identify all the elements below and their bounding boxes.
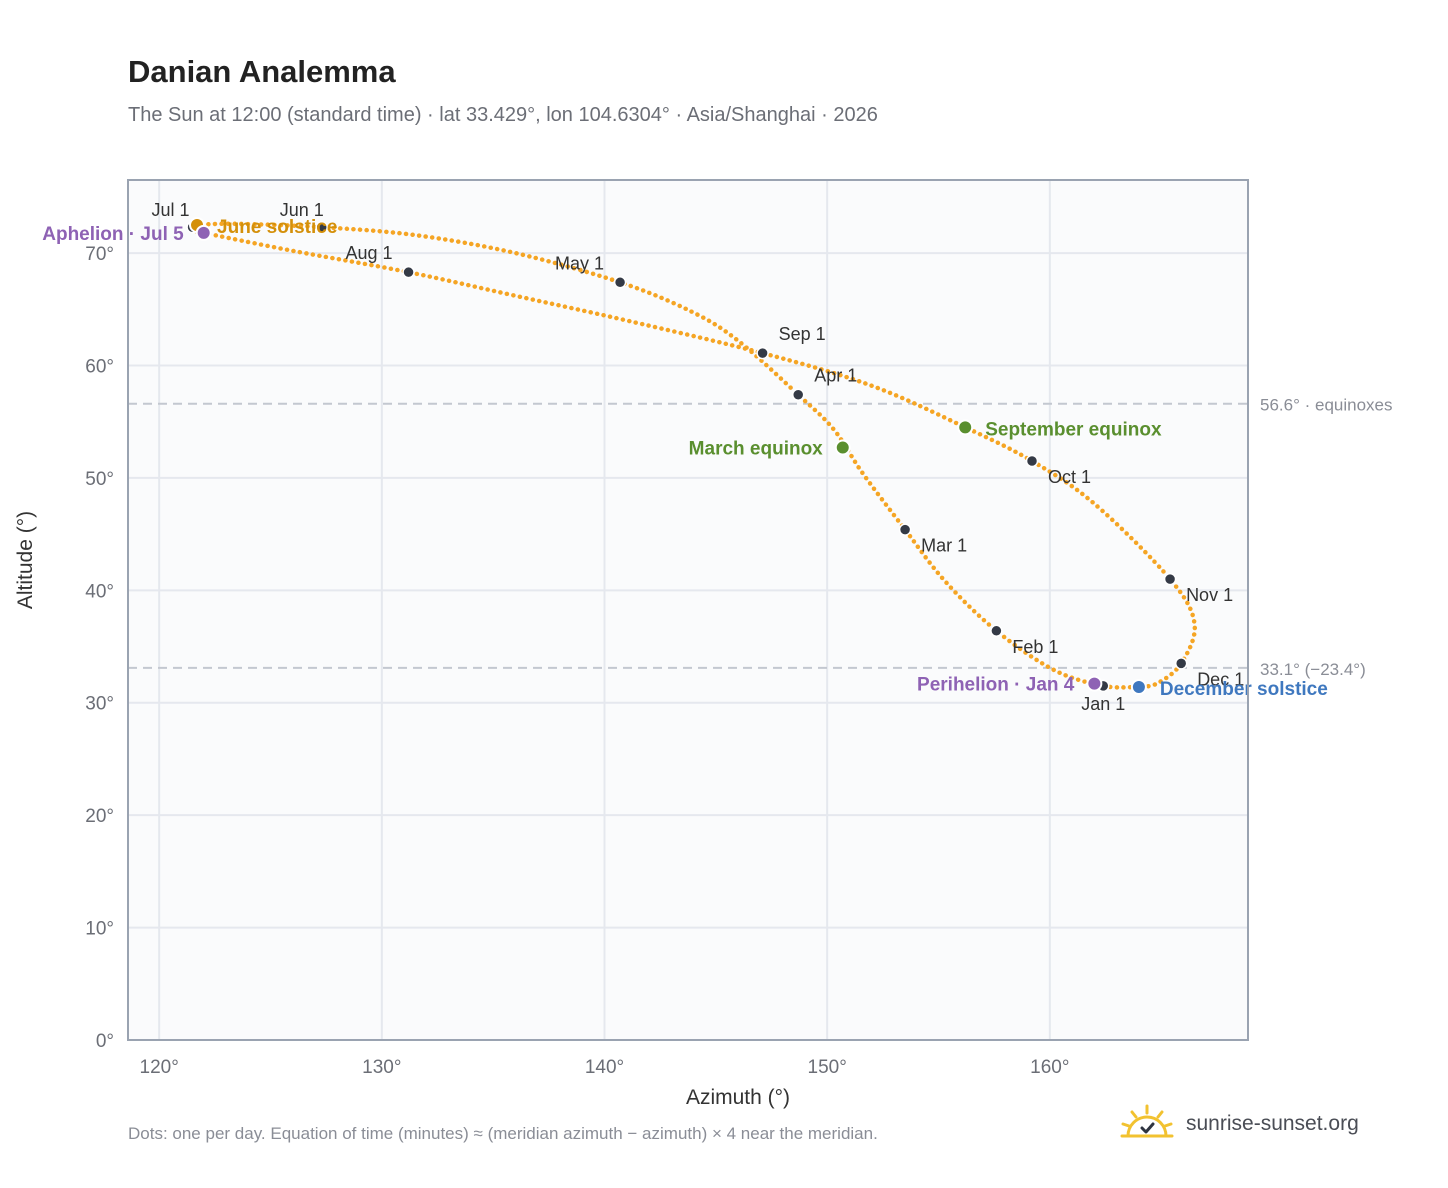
event-marker-label: December solstice [1160,679,1328,700]
month-marker-label: Jul 1 [152,200,190,220]
event-marker-label: Perihelion · Jan 4 [917,675,1075,696]
brand-logo[interactable]: sunrise-sunset.org [1120,1102,1359,1146]
event-marker-dot [1086,675,1103,692]
y-tick-label: 70° [85,244,114,265]
event-marker-label: June solstice [217,217,337,238]
plot-area [128,180,1248,1040]
y-tick-label: 20° [85,806,114,827]
y-tick-label: 10° [85,919,114,940]
month-marker-label: Aug 1 [346,243,393,263]
month-marker-label: Apr 1 [814,366,857,386]
event-marker-dot [1130,679,1147,696]
month-markers: Jan 1 Feb 1 Mar 1 Apr 1 May 1 Jun 1 Jul 1 Aug 1… [152,200,1245,714]
month-marker-label: Dec 1 [1197,669,1244,689]
month-marker-dot [315,220,328,234]
reference-lines: 56.6° · equinoxes 33.1° (−23.4°) [128,396,1393,679]
month-marker-dot [613,276,627,289]
y-tick-label: 50° [85,469,114,490]
month-marker-label: Oct 1 [1048,467,1091,487]
y-tick-label: 60° [85,356,114,377]
y-axis-label: Altitude (°) [14,511,37,609]
y-tick-label: 0° [96,1031,114,1052]
month-marker-label: Jun 1 [280,200,324,220]
x-tick-label: 120° [140,1057,179,1078]
brand-name: sunrise-sunset.org [1186,1112,1359,1135]
x-tick-label: 150° [808,1057,847,1078]
event-marker-dot [195,224,212,241]
y-tick-label: 40° [85,581,114,602]
month-marker-label: Feb 1 [1012,637,1058,657]
x-tick-label: 130° [362,1057,401,1078]
reference-line-label: 56.6° · equinoxes [1260,396,1393,415]
plot-frame [127,179,1249,1041]
event-marker-label: March equinox [689,439,824,460]
month-marker-label: Nov 1 [1186,585,1233,605]
month-marker-label: May 1 [555,253,604,273]
chart-title: Danian Analemma [128,54,396,89]
event-marker-label: Aphelion · Jul 5 [42,224,184,245]
month-marker-dot [756,346,769,360]
axis-ticks: 120° 130° 140° 150° 160° 0° 10° 20° 30° 40° 50° 60°… [85,244,1069,1078]
event-marker-label: September equinox [985,419,1162,440]
month-marker-dot [1163,572,1177,586]
reference-line-label: 33.1° (−23.4°) [1260,660,1366,679]
month-marker-dot [1174,657,1188,670]
x-tick-label: 140° [585,1057,624,1078]
month-marker-dot [402,265,415,279]
x-axis-label: Azimuth (°) [686,1086,790,1109]
chart-subtitle: The Sun at 12:00 (standard time) · lat 3… [128,104,878,126]
month-marker-dot [898,523,912,536]
event-marker-dot [834,439,851,456]
event-markers: March equinox September equinox June solst… [42,216,1328,700]
month-marker-label: Jan 1 [1081,694,1125,714]
x-tick-label: 160° [1030,1057,1069,1078]
month-marker-dot [791,388,805,401]
month-marker-dot [1025,454,1039,468]
month-marker-dot [990,624,1003,638]
y-tick-label: 30° [85,694,114,715]
event-marker-dot [957,419,974,436]
footnote: Dots: one per day. Equation of time (min… [128,1124,878,1143]
month-marker-label: Sep 1 [779,324,826,344]
month-marker-label: Mar 1 [921,536,967,556]
sun-check-icon [1120,1104,1174,1138]
